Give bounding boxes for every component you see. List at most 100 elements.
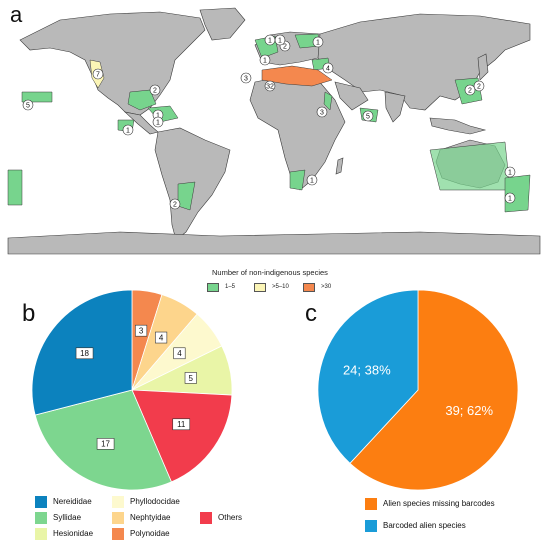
legend-swatch bbox=[365, 498, 377, 510]
data-label-box bbox=[155, 331, 168, 344]
region-count-label: 2 bbox=[173, 202, 177, 209]
legend-swatch-30 bbox=[303, 283, 315, 292]
region-label-circle bbox=[322, 62, 334, 74]
legend-swatch bbox=[112, 528, 124, 540]
region-label-circle bbox=[312, 36, 324, 48]
region-label-circle bbox=[464, 84, 476, 96]
pie-data-label: 39; 62% bbox=[445, 403, 493, 418]
map-legend-title: Number of non-indigenous species bbox=[212, 268, 328, 277]
region-red-sea bbox=[323, 91, 333, 111]
legend-label: Polynoidae bbox=[130, 529, 170, 538]
region-count-label: 2 bbox=[468, 88, 472, 95]
data-label-box bbox=[173, 347, 186, 360]
pie-slice-others bbox=[131, 389, 233, 483]
region-brazil bbox=[177, 181, 196, 211]
legend-swatch-1-5 bbox=[207, 283, 219, 292]
pie-data-label: 3 bbox=[139, 327, 144, 336]
region-count-label: 1 bbox=[156, 120, 160, 127]
legend-swatch bbox=[112, 496, 124, 508]
region-count-label: 32 bbox=[266, 84, 274, 91]
region-count-label: 3 bbox=[244, 76, 248, 83]
data-label-box bbox=[184, 372, 197, 384]
legend-label: Syllidae bbox=[53, 513, 82, 522]
pie-data-label: 17 bbox=[101, 440, 110, 449]
arabia bbox=[334, 81, 369, 111]
region-label-circle bbox=[92, 68, 104, 80]
legend-swatch bbox=[35, 512, 47, 524]
region-west-pacific bbox=[7, 169, 23, 206]
region-count-label: 1 bbox=[268, 38, 272, 45]
legend-label: Nereididae bbox=[53, 497, 92, 506]
legend-label-1-5: 1–5 bbox=[225, 284, 236, 290]
region-count-label: 3 bbox=[320, 110, 324, 117]
region-count-label: 1 bbox=[263, 58, 267, 65]
region-label-circle bbox=[259, 54, 271, 66]
asia bbox=[317, 13, 531, 111]
data-label-box bbox=[135, 324, 148, 337]
region-label-circle bbox=[362, 110, 374, 122]
pie-data-label: 18 bbox=[80, 349, 89, 358]
greenland bbox=[199, 7, 246, 41]
region-count-label: 5 bbox=[26, 103, 30, 110]
pie-data-label: 5 bbox=[189, 374, 194, 383]
region-hawaii bbox=[21, 91, 53, 103]
region-label-circle bbox=[169, 198, 181, 210]
pie-data-label: 24; 38% bbox=[343, 363, 391, 378]
southeast-asia-islands bbox=[429, 117, 487, 135]
region-count-label: 5 bbox=[366, 114, 370, 121]
legend-swatch-5-10 bbox=[254, 283, 266, 292]
region-label-circle bbox=[316, 106, 328, 118]
pie-slice-barcoded-alien-species bbox=[317, 289, 419, 464]
data-label-box bbox=[172, 418, 191, 431]
legend-label: Phyllodocidae bbox=[130, 497, 180, 506]
pie-data-label: 11 bbox=[177, 420, 186, 429]
region-count-label: 1 bbox=[156, 113, 160, 120]
region-label-circle bbox=[306, 174, 318, 186]
legend-swatch bbox=[35, 496, 47, 508]
pie-slice-alien-species-missing-barcodes bbox=[349, 289, 519, 491]
madagascar bbox=[335, 157, 344, 175]
region-count-label: 1 bbox=[310, 178, 314, 185]
region-label-circle bbox=[240, 72, 252, 84]
legend-label: Nephtyidae bbox=[130, 513, 171, 522]
legend-swatch bbox=[35, 528, 47, 540]
legend-swatch bbox=[112, 512, 124, 524]
legend-label: Barcoded alien species bbox=[383, 521, 466, 530]
region-count-label: 1 bbox=[316, 40, 320, 47]
region-count-label: 7 bbox=[96, 72, 100, 79]
data-label-box bbox=[75, 347, 94, 360]
legend-label-5-10: >5–10 bbox=[272, 284, 289, 290]
region-count-label: 1 bbox=[508, 196, 512, 203]
antarctica bbox=[7, 231, 541, 255]
panel-c-label: c bbox=[305, 300, 317, 327]
data-label-box bbox=[96, 438, 115, 450]
region-label-circle bbox=[504, 166, 516, 178]
pie-data-label: 4 bbox=[177, 349, 182, 358]
legend-label: Alien species missing barcodes bbox=[383, 499, 495, 508]
region-count-label: 4 bbox=[326, 66, 330, 73]
region-count-label: 1 bbox=[508, 170, 512, 177]
region-count-label: 2 bbox=[477, 84, 481, 91]
region-label-circle bbox=[264, 80, 276, 92]
region-south-africa bbox=[289, 169, 306, 191]
japan bbox=[477, 53, 489, 81]
legend-label: Others bbox=[218, 513, 243, 522]
pie-data-label: 4 bbox=[159, 333, 164, 342]
india bbox=[384, 91, 406, 123]
legend-swatch bbox=[200, 512, 212, 524]
legend-label: Hesionidae bbox=[53, 529, 94, 538]
region-label-circle bbox=[152, 116, 164, 128]
panel-b-label: b bbox=[22, 300, 36, 327]
region-label-circle bbox=[122, 124, 134, 136]
region-count-label: 1 bbox=[278, 38, 282, 45]
region-label-circle bbox=[22, 99, 34, 111]
region-mediterranean bbox=[261, 65, 333, 87]
region-count-label: 2 bbox=[283, 44, 287, 51]
legend-swatch bbox=[365, 520, 377, 532]
region-count-label: 2 bbox=[153, 88, 157, 95]
region-label-circle bbox=[473, 80, 485, 92]
region-label-circle bbox=[149, 84, 161, 96]
